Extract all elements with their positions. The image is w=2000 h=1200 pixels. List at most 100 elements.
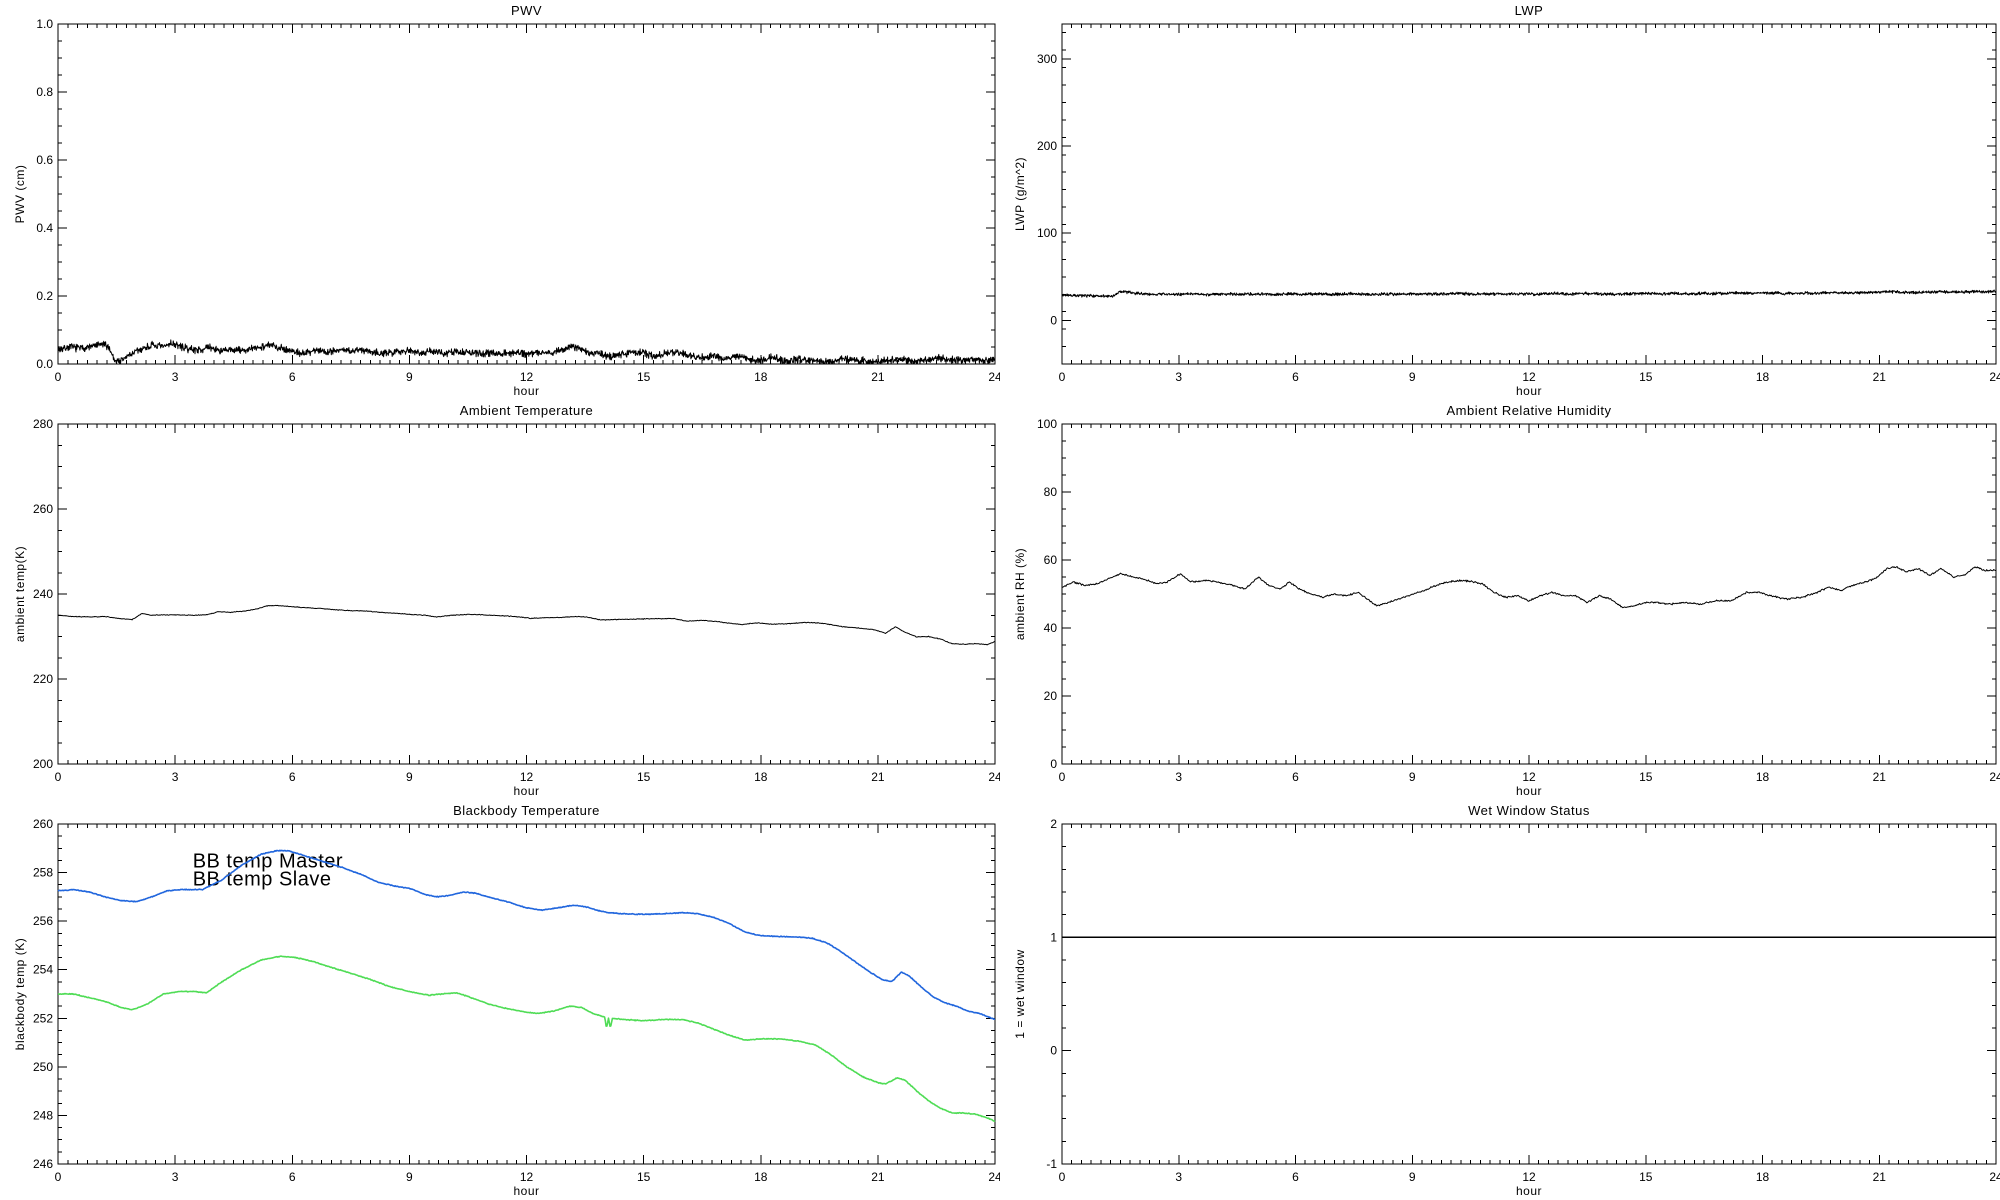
lwp-chart: 0 3 6 9 12 15 18 21 24 0 100 200 300 LWP hour LWP (g/m^… bbox=[1013, 3, 2000, 398]
x-axis-label: hour bbox=[1516, 1184, 1542, 1198]
x-tick-label: 9 bbox=[406, 370, 413, 384]
x-tick-label: 15 bbox=[1639, 370, 1653, 384]
series-ambient-rh bbox=[1061, 566, 1996, 609]
y-axis-label: 1 = wet window bbox=[1013, 949, 1027, 1038]
x-tick-label: 9 bbox=[406, 770, 413, 784]
x-tick-label: 12 bbox=[520, 1170, 534, 1184]
x-axis-label: hour bbox=[513, 784, 539, 798]
y-tick-label: 0.2 bbox=[36, 289, 53, 303]
x-tick-label: 9 bbox=[1409, 370, 1416, 384]
y-tick-label: 200 bbox=[33, 757, 53, 771]
plot-title: Wet Window Status bbox=[1468, 803, 1590, 818]
x-tick-label: 3 bbox=[1175, 1170, 1182, 1184]
x-tick-label: 6 bbox=[1292, 770, 1299, 784]
y-tick-label: 246 bbox=[33, 1157, 53, 1171]
series-lwp bbox=[1061, 289, 1997, 298]
series-bb-temp-master bbox=[57, 849, 996, 1020]
x-tick-label: 18 bbox=[754, 770, 768, 784]
x-axis-label: hour bbox=[513, 1184, 539, 1198]
x-tick-label: 24 bbox=[988, 770, 1000, 784]
y-tick-label: 40 bbox=[1044, 621, 1058, 635]
x-axis-label: hour bbox=[1516, 784, 1542, 798]
y-tick-label: 258 bbox=[33, 866, 53, 880]
x-tick-label: 9 bbox=[406, 1170, 413, 1184]
y-tick-label: 60 bbox=[1044, 553, 1058, 567]
y-axis-label: PWV (cm) bbox=[13, 165, 27, 224]
x-tick-label: 0 bbox=[55, 770, 62, 784]
y-tick-label: -1 bbox=[1046, 1157, 1057, 1171]
y-tick-label: 1.0 bbox=[36, 17, 53, 31]
y-axis-label: ambient temp(K) bbox=[13, 546, 27, 642]
plot-wet-window-status: 0 3 6 9 12 15 18 21 24 -1 0 1 2 Wet Window Status hour… bbox=[1000, 800, 2000, 1200]
x-tick-label: 6 bbox=[289, 1170, 296, 1184]
x-tick-label: 12 bbox=[1522, 770, 1536, 784]
y-tick-label: 248 bbox=[33, 1108, 53, 1122]
x-tick-label: 24 bbox=[988, 1170, 1000, 1184]
y-axis-label: blackbody temp (K) bbox=[13, 938, 27, 1050]
y-tick-label: 2 bbox=[1050, 817, 1057, 831]
x-tick-label: 9 bbox=[1409, 770, 1416, 784]
x-tick-label: 21 bbox=[1873, 1170, 1887, 1184]
x-tick-label: 15 bbox=[1639, 1170, 1653, 1184]
x-tick-label: 6 bbox=[289, 370, 296, 384]
x-tick-label: 6 bbox=[1292, 1170, 1299, 1184]
x-tick-label: 18 bbox=[1756, 1170, 1770, 1184]
x-tick-label: 9 bbox=[1409, 1170, 1416, 1184]
x-tick-label: 12 bbox=[520, 370, 534, 384]
series-ambient-temp bbox=[57, 604, 996, 646]
y-tick-label: 250 bbox=[33, 1060, 53, 1074]
x-tick-label: 18 bbox=[1756, 770, 1770, 784]
y-tick-label: 0 bbox=[1050, 757, 1057, 771]
y-tick-label: 254 bbox=[33, 963, 53, 977]
y-tick-label: 0.4 bbox=[36, 221, 53, 235]
y-tick-label: 0 bbox=[1050, 1044, 1057, 1058]
x-tick-label: 3 bbox=[1175, 770, 1182, 784]
x-tick-label: 24 bbox=[1989, 370, 2000, 384]
plot-title: LWP bbox=[1515, 3, 1544, 18]
x-tick-label: 12 bbox=[1522, 1170, 1536, 1184]
ambient-relative-humidity-chart: 0 3 6 9 12 15 18 21 24 0 20 40 60 80 100 Ambient Relati… bbox=[1013, 403, 2000, 798]
x-tick-label: 24 bbox=[988, 370, 1000, 384]
plot-title: Blackbody Temperature bbox=[453, 803, 600, 818]
x-tick-label: 15 bbox=[637, 770, 651, 784]
y-tick-label: 260 bbox=[33, 502, 53, 516]
y-tick-label: 1 bbox=[1050, 930, 1057, 944]
pwv-chart: 0 3 6 9 12 15 18 21 24 0.0 0.2 0.4 0.6 0.8 1.0 PWV hour P… bbox=[13, 3, 1000, 398]
plot-ambient-relative-humidity: 0 3 6 9 12 15 18 21 24 0 20 40 60 80 100 Ambient Relati… bbox=[1000, 400, 2000, 800]
y-tick-label: 20 bbox=[1044, 689, 1058, 703]
x-tick-label: 0 bbox=[1059, 370, 1066, 384]
y-tick-label: 0.8 bbox=[36, 85, 53, 99]
x-tick-label: 0 bbox=[55, 1170, 62, 1184]
x-tick-label: 0 bbox=[1059, 1170, 1066, 1184]
blackbody-temperature-chart: 0 3 6 9 12 15 18 21 24 246 248 250 252 254 256 258 260 Bl… bbox=[13, 803, 1000, 1198]
y-tick-label: 0.0 bbox=[36, 357, 53, 371]
y-tick-label: 252 bbox=[33, 1011, 53, 1025]
x-tick-label: 12 bbox=[520, 770, 534, 784]
y-tick-label: 0 bbox=[1050, 313, 1057, 327]
x-tick-label: 24 bbox=[1989, 770, 2000, 784]
series-bb-temp-slave bbox=[57, 955, 996, 1123]
x-tick-label: 15 bbox=[637, 1170, 651, 1184]
y-tick-label: 100 bbox=[1037, 417, 1057, 431]
x-tick-label: 21 bbox=[1873, 770, 1887, 784]
y-tick-label: 256 bbox=[33, 914, 53, 928]
x-tick-label: 21 bbox=[871, 1170, 885, 1184]
x-tick-label: 21 bbox=[871, 370, 885, 384]
x-axis-label: hour bbox=[513, 384, 539, 398]
ambient-temperature-chart: 0 3 6 9 12 15 18 21 24 200 220 240 260 280 Ambient Tem… bbox=[13, 403, 1000, 798]
x-tick-label: 6 bbox=[1292, 370, 1299, 384]
x-tick-label: 15 bbox=[1639, 770, 1653, 784]
y-tick-label: 280 bbox=[33, 417, 53, 431]
y-tick-label: 0.6 bbox=[36, 153, 53, 167]
x-tick-label: 15 bbox=[637, 370, 651, 384]
y-tick-label: 260 bbox=[33, 817, 53, 831]
x-tick-label: 18 bbox=[754, 1170, 768, 1184]
x-tick-label: 3 bbox=[1175, 370, 1182, 384]
y-tick-label: 300 bbox=[1037, 52, 1057, 66]
plot-pwv: 0 3 6 9 12 15 18 21 24 0.0 0.2 0.4 0.6 0.8 1.0 PWV hour P… bbox=[0, 0, 1000, 400]
y-tick-label: 80 bbox=[1044, 485, 1058, 499]
plot-title: PWV bbox=[511, 3, 542, 18]
x-tick-label: 21 bbox=[1873, 370, 1887, 384]
y-axis-label: LWP (g/m^2) bbox=[1013, 157, 1027, 231]
